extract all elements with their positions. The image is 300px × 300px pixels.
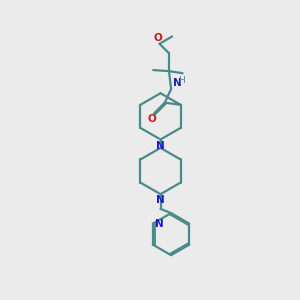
- Text: N: N: [173, 78, 182, 88]
- Text: N: N: [156, 195, 165, 205]
- Text: O: O: [153, 33, 162, 43]
- Text: N: N: [156, 140, 165, 151]
- Text: N: N: [155, 219, 164, 229]
- Text: H: H: [178, 76, 185, 85]
- Text: O: O: [148, 114, 157, 124]
